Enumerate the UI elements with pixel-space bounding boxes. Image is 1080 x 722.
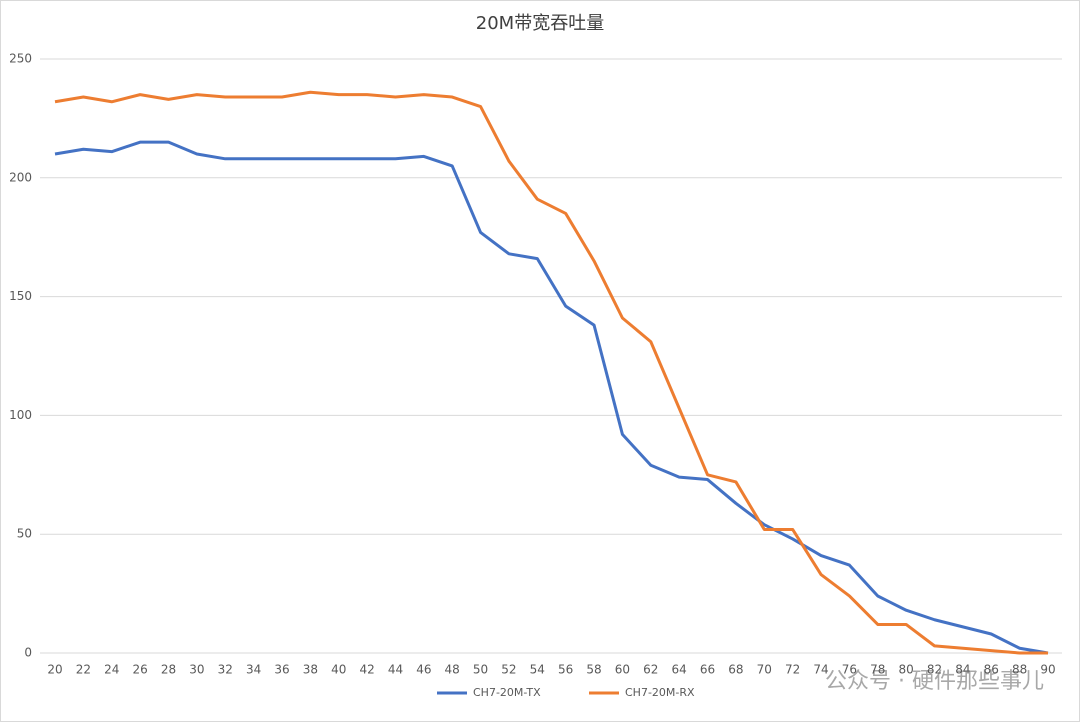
x-tick-label: 76 <box>842 663 857 677</box>
x-tick-label: 62 <box>643 663 658 677</box>
x-tick-label: 56 <box>558 663 573 677</box>
x-tick-label: 50 <box>473 663 488 677</box>
x-tick-label: 36 <box>274 663 289 677</box>
x-tick-label: 90 <box>1040 663 1055 677</box>
x-tick-label: 42 <box>359 663 374 677</box>
x-tick-label: 64 <box>672 663 687 677</box>
x-tick-label: 34 <box>246 663 261 677</box>
x-tick-label: 24 <box>104 663 119 677</box>
line <box>54 90 1048 655</box>
x-tick-label: 72 <box>785 663 800 677</box>
chart-title: 20M带宽吞吐量 <box>476 13 604 34</box>
x-tick-label: 26 <box>132 663 147 677</box>
line <box>54 140 1049 655</box>
legend-label: CH7-20M-TX <box>473 686 541 699</box>
legend-label: CH7-20M-RX <box>625 686 695 699</box>
x-tick-label: 58 <box>586 663 601 677</box>
x-tick-label: 80 <box>899 663 914 677</box>
x-tick-label: 86 <box>984 663 999 677</box>
x-tick-label: 46 <box>416 663 431 677</box>
x-tick-label: 60 <box>615 663 630 677</box>
watermark: 公众号 · 硬件那些事儿 <box>825 669 1044 694</box>
x-tick-label: 88 <box>1012 663 1027 677</box>
x-tick-label: 68 <box>728 663 743 677</box>
x-tick-label: 52 <box>501 663 516 677</box>
x-tick-label: 20 <box>47 663 62 677</box>
y-tick-label: 0 <box>24 646 32 660</box>
x-tick-label: 28 <box>161 663 176 677</box>
x-tick-label: 70 <box>757 663 772 677</box>
x-tick-label: 82 <box>927 663 942 677</box>
x-tick-label: 66 <box>700 663 715 677</box>
x-tick-label: 40 <box>331 663 346 677</box>
x-tick-label: 54 <box>530 663 545 677</box>
x-tick-label: 84 <box>955 663 970 677</box>
y-tick-label: 100 <box>9 408 32 422</box>
x-tick-label: 22 <box>76 663 91 677</box>
x-tick-label: 78 <box>870 663 885 677</box>
x-tick-label: 38 <box>303 663 318 677</box>
x-tick-label: 48 <box>445 663 460 677</box>
y-tick-label: 200 <box>9 170 32 184</box>
x-tick-label: 30 <box>189 663 204 677</box>
y-tick-label: 250 <box>9 52 32 66</box>
x-tick-label: 74 <box>813 663 828 677</box>
y-tick-label: 50 <box>17 527 32 541</box>
y-tick-label: 150 <box>9 289 32 303</box>
x-tick-label: 32 <box>218 663 233 677</box>
x-tick-label: 44 <box>388 663 403 677</box>
